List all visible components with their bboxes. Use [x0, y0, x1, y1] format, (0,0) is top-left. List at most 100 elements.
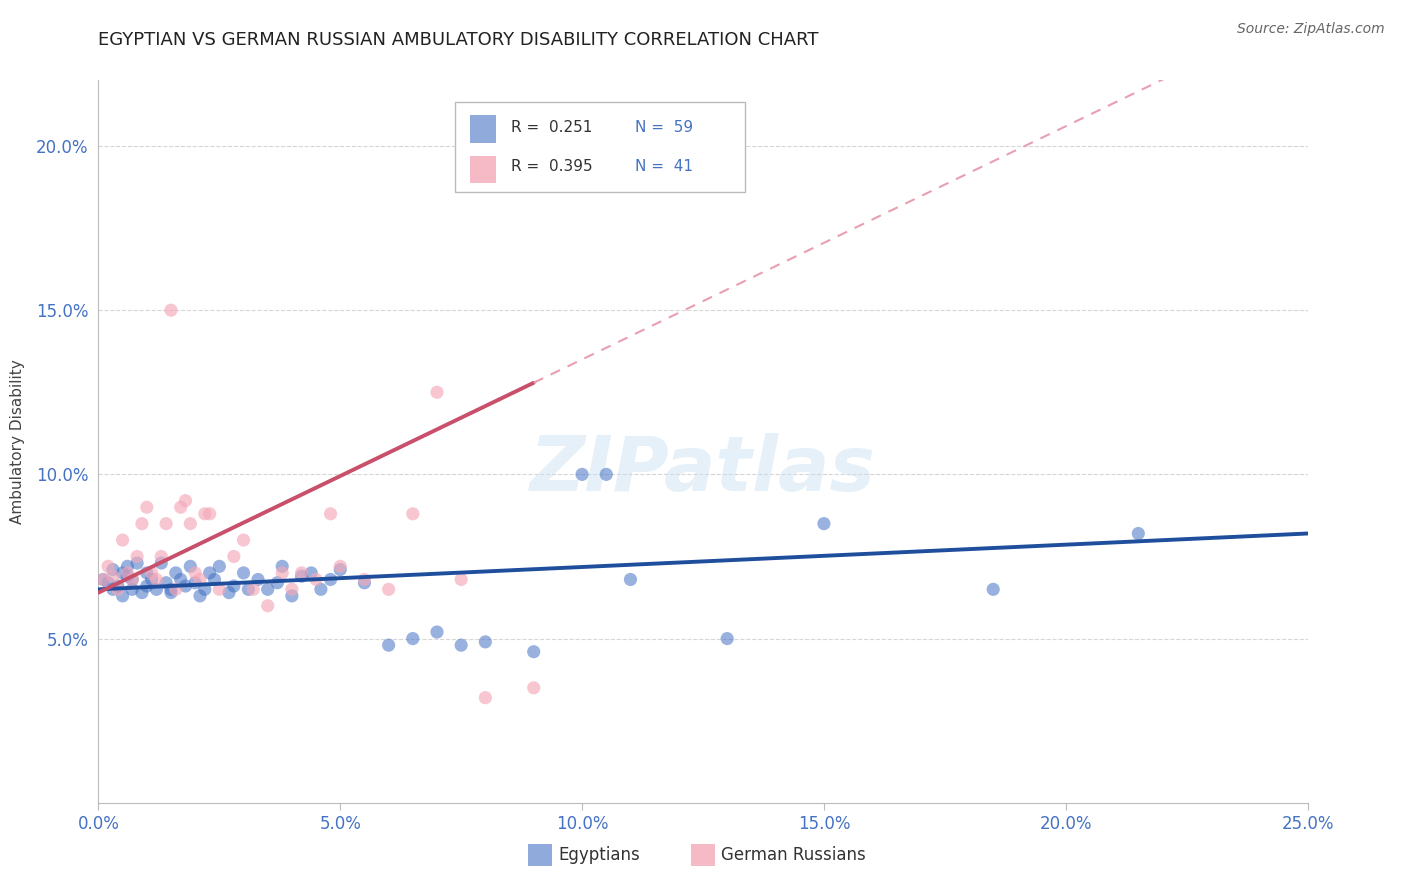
- Point: [155, 575, 177, 590]
- Point: [377, 638, 399, 652]
- Text: Source: ZipAtlas.com: Source: ZipAtlas.com: [1237, 22, 1385, 37]
- Point: [91, 573, 114, 587]
- Point: [242, 582, 264, 597]
- Point: [111, 589, 134, 603]
- Text: R =  0.251: R = 0.251: [510, 120, 592, 135]
- Point: [281, 589, 304, 603]
- Point: [204, 573, 226, 587]
- Point: [145, 582, 167, 597]
- Point: [198, 507, 221, 521]
- Point: [266, 575, 288, 590]
- Bar: [470, 156, 496, 183]
- Point: [208, 559, 231, 574]
- Point: [97, 559, 120, 574]
- Point: [238, 582, 260, 597]
- Y-axis label: Ambulatory Disability: Ambulatory Disability: [10, 359, 25, 524]
- Point: [135, 566, 157, 580]
- Point: [91, 573, 114, 587]
- Point: [1128, 526, 1150, 541]
- Point: [135, 500, 157, 515]
- Point: [450, 573, 472, 587]
- Bar: [470, 115, 496, 143]
- Point: [155, 516, 177, 531]
- Text: ZIPatlas: ZIPatlas: [530, 434, 876, 508]
- Point: [169, 573, 191, 587]
- Point: [141, 573, 163, 587]
- Point: [127, 556, 149, 570]
- Bar: [527, 844, 553, 865]
- Point: [329, 559, 352, 574]
- Point: [309, 582, 332, 597]
- Point: [150, 556, 173, 570]
- Point: [165, 582, 187, 597]
- Point: [305, 573, 328, 587]
- Point: [232, 533, 254, 547]
- Point: [218, 585, 240, 599]
- Point: [571, 467, 593, 482]
- Point: [232, 566, 254, 580]
- Point: [111, 566, 134, 580]
- Point: [135, 579, 157, 593]
- Point: [184, 575, 207, 590]
- Point: [121, 573, 143, 587]
- Point: [813, 516, 835, 531]
- Point: [97, 575, 120, 590]
- Point: [160, 585, 183, 599]
- Point: [402, 632, 425, 646]
- Point: [319, 507, 342, 521]
- Point: [281, 582, 304, 597]
- Point: [271, 566, 294, 580]
- Point: [188, 589, 211, 603]
- Point: [981, 582, 1004, 597]
- Point: [150, 549, 173, 564]
- Point: [595, 467, 617, 482]
- Point: [247, 573, 270, 587]
- Point: [160, 303, 183, 318]
- Point: [188, 573, 211, 587]
- Point: [619, 573, 641, 587]
- Point: [290, 566, 312, 580]
- Text: German Russians: German Russians: [721, 846, 866, 863]
- Point: [174, 579, 197, 593]
- Point: [353, 573, 375, 587]
- Point: [426, 625, 449, 640]
- Point: [523, 645, 546, 659]
- Point: [377, 582, 399, 597]
- Point: [222, 549, 245, 564]
- Point: [121, 582, 143, 597]
- Point: [107, 582, 129, 597]
- Point: [160, 582, 183, 597]
- Point: [299, 566, 322, 580]
- Point: [208, 582, 231, 597]
- Point: [474, 635, 496, 649]
- Point: [145, 573, 167, 587]
- Point: [222, 579, 245, 593]
- Point: [131, 516, 153, 531]
- Point: [256, 582, 278, 597]
- Point: [402, 507, 425, 521]
- Point: [194, 582, 217, 597]
- Point: [474, 690, 496, 705]
- Point: [271, 559, 294, 574]
- FancyBboxPatch shape: [456, 102, 745, 193]
- Point: [194, 507, 217, 521]
- Point: [111, 533, 134, 547]
- Point: [716, 632, 738, 646]
- Point: [101, 563, 124, 577]
- Text: Egyptians: Egyptians: [558, 846, 640, 863]
- Point: [165, 566, 187, 580]
- Point: [353, 575, 375, 590]
- Point: [101, 582, 124, 597]
- Point: [426, 385, 449, 400]
- Point: [174, 493, 197, 508]
- Text: N =  59: N = 59: [636, 120, 693, 135]
- Point: [319, 573, 342, 587]
- Text: N =  41: N = 41: [636, 160, 693, 175]
- Point: [117, 559, 139, 574]
- Point: [169, 500, 191, 515]
- Point: [127, 549, 149, 564]
- Point: [117, 566, 139, 580]
- Point: [179, 516, 201, 531]
- Point: [198, 566, 221, 580]
- Point: [184, 566, 207, 580]
